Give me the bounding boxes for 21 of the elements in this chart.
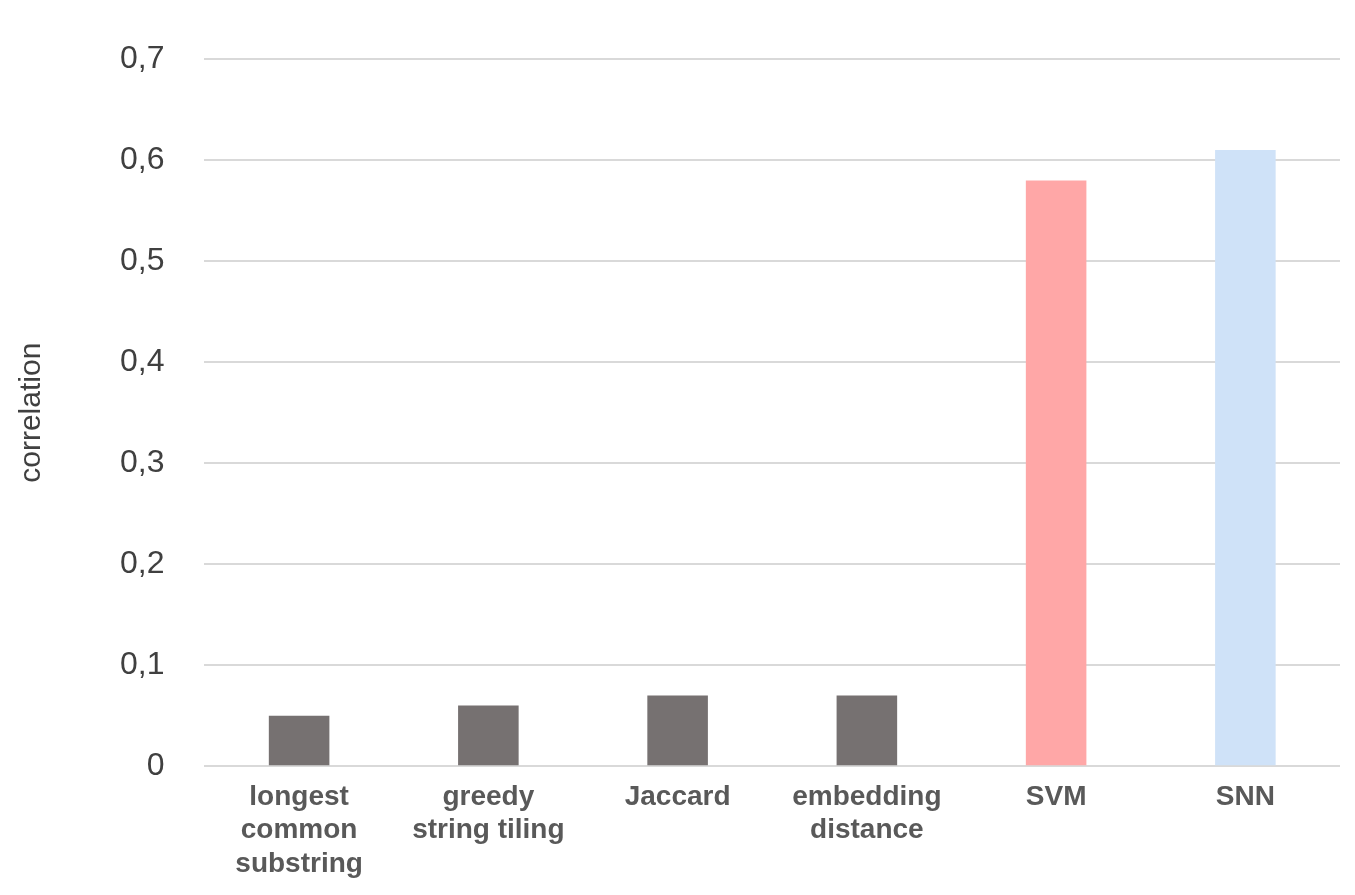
y-tick-label: 0,7	[120, 39, 165, 76]
bar	[647, 695, 708, 766]
bar	[458, 705, 519, 766]
x-tick-label: greedy string tiling	[412, 779, 565, 845]
y-tick-label: 0,1	[120, 645, 165, 682]
y-tick-label: 0,5	[120, 241, 165, 278]
x-tick-label: SVM	[1025, 779, 1087, 811]
x-tick-label: Jaccard	[624, 779, 731, 811]
y-tick-label: 0,6	[120, 140, 165, 177]
y-tick-label: 0,3	[120, 443, 165, 480]
x-tick-label: embedding distance	[792, 779, 942, 845]
y-axis-title: correlation	[13, 342, 47, 483]
x-tick-label: SNN	[1215, 779, 1275, 811]
bar	[1025, 180, 1087, 766]
y-tick-label: 0,2	[120, 544, 165, 581]
y-tick-label: 0,4	[120, 342, 165, 379]
bar	[836, 695, 898, 766]
bar	[1215, 150, 1276, 766]
bar	[268, 715, 330, 766]
x-tick-label: longest common substring	[235, 779, 363, 878]
y-tick-label: 0	[146, 746, 165, 783]
